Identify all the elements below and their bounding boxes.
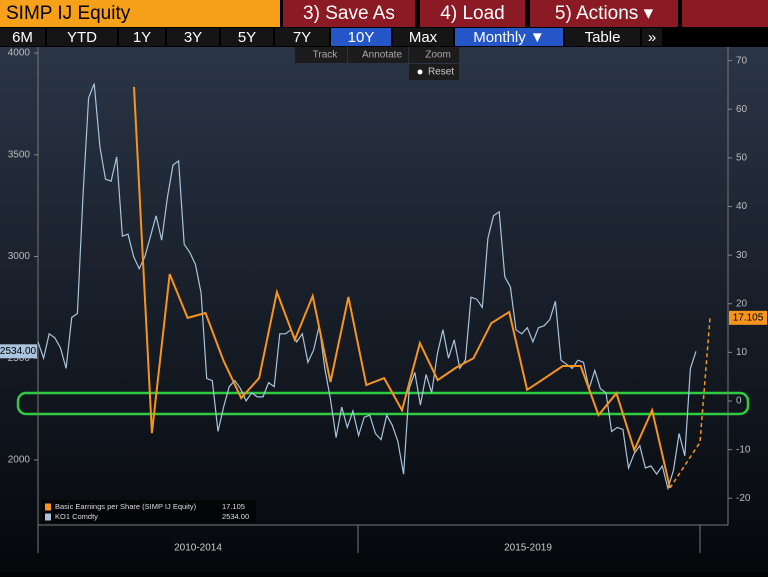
line-series (37, 83, 697, 491)
tool-label: Track (313, 50, 339, 61)
tool-label: Zoom (425, 50, 451, 61)
reset-button[interactable] (409, 64, 459, 80)
range-button[interactable] (331, 28, 391, 46)
y-tick-label: 4000 (8, 48, 31, 59)
y2-tick-label: 40 (736, 201, 748, 212)
range-button[interactable] (0, 28, 45, 46)
chart-background (0, 47, 768, 572)
range-label: Monthly ▼ (473, 29, 545, 46)
y-tick-label: 3000 (8, 251, 31, 262)
last-value-label: 2534.00 (0, 346, 37, 357)
legend-swatch (45, 513, 51, 521)
button-label: 3) Save As (303, 3, 395, 24)
range-label: 6M (12, 29, 33, 46)
security-title: SIMP IJ Equity (6, 3, 131, 24)
legend-swatch (45, 503, 51, 511)
range-label: 5Y (238, 29, 256, 46)
y-tick-label: 2500 (8, 353, 31, 364)
period-label: 2015-2019 (504, 543, 552, 554)
button-label: 5) Actions ▾ (555, 3, 654, 24)
legend-label: KO1 Comdty (55, 512, 98, 521)
toolbar-button[interactable] (420, 0, 525, 27)
highlight-annotation (16, 391, 750, 416)
title-box (0, 0, 280, 27)
y-tick-label: 3500 (8, 149, 31, 160)
y2-tick-label: 0 (736, 396, 742, 407)
y2-tick-label: 10 (736, 347, 748, 358)
range-button[interactable] (167, 28, 219, 46)
range-button[interactable] (393, 28, 453, 46)
range-label: Max (409, 29, 438, 46)
button-label: 4) Load (440, 3, 504, 24)
tool-button[interactable] (295, 47, 347, 63)
legend-box (42, 500, 256, 523)
range-button[interactable] (275, 28, 329, 46)
y2-tick-label: -10 (736, 444, 751, 455)
tool-button[interactable] (348, 47, 408, 63)
line-series (133, 86, 671, 489)
legend-value: 2534.00 (222, 512, 249, 521)
range-button[interactable] (642, 28, 662, 46)
tool-label: Annotate (362, 50, 402, 61)
range-label: Table (585, 29, 621, 46)
y2-tick-label: 70 (736, 55, 748, 66)
legend-label: Basic Earnings per Share (SIMP IJ Equity… (55, 502, 197, 511)
y2-tick-label: 60 (736, 104, 748, 115)
toolbar-button[interactable] (530, 0, 678, 27)
tool-button[interactable] (409, 47, 459, 63)
y2-tick-label: 20 (736, 298, 748, 309)
last-value-tag (0, 344, 37, 359)
range-label: 1Y (133, 29, 151, 46)
range-button[interactable] (455, 28, 563, 46)
bar-fill (682, 0, 768, 27)
range-label: 3Y (184, 29, 202, 46)
y2-tick-label: -20 (736, 493, 751, 504)
range-button[interactable] (221, 28, 273, 46)
reset-label: Reset (428, 67, 454, 78)
range-button[interactable] (119, 28, 165, 46)
range-label: 10Y (348, 29, 375, 46)
range-label: 7Y (293, 29, 311, 46)
reset-icon (417, 69, 423, 75)
range-button[interactable] (565, 28, 640, 46)
last-value-label: 17.105 (733, 312, 764, 323)
last-value-tag (729, 310, 767, 325)
y-tick-label: 2000 (8, 455, 31, 466)
range-label: YTD (67, 29, 97, 46)
period-label: 2010-2014 (174, 543, 222, 554)
range-label: » (648, 29, 656, 46)
toolbar-button[interactable] (283, 0, 415, 27)
range-button[interactable] (47, 28, 117, 46)
y2-tick-label: 50 (736, 153, 748, 164)
legend-value: 17.105 (222, 502, 245, 511)
y2-tick-label: 30 (736, 250, 748, 261)
